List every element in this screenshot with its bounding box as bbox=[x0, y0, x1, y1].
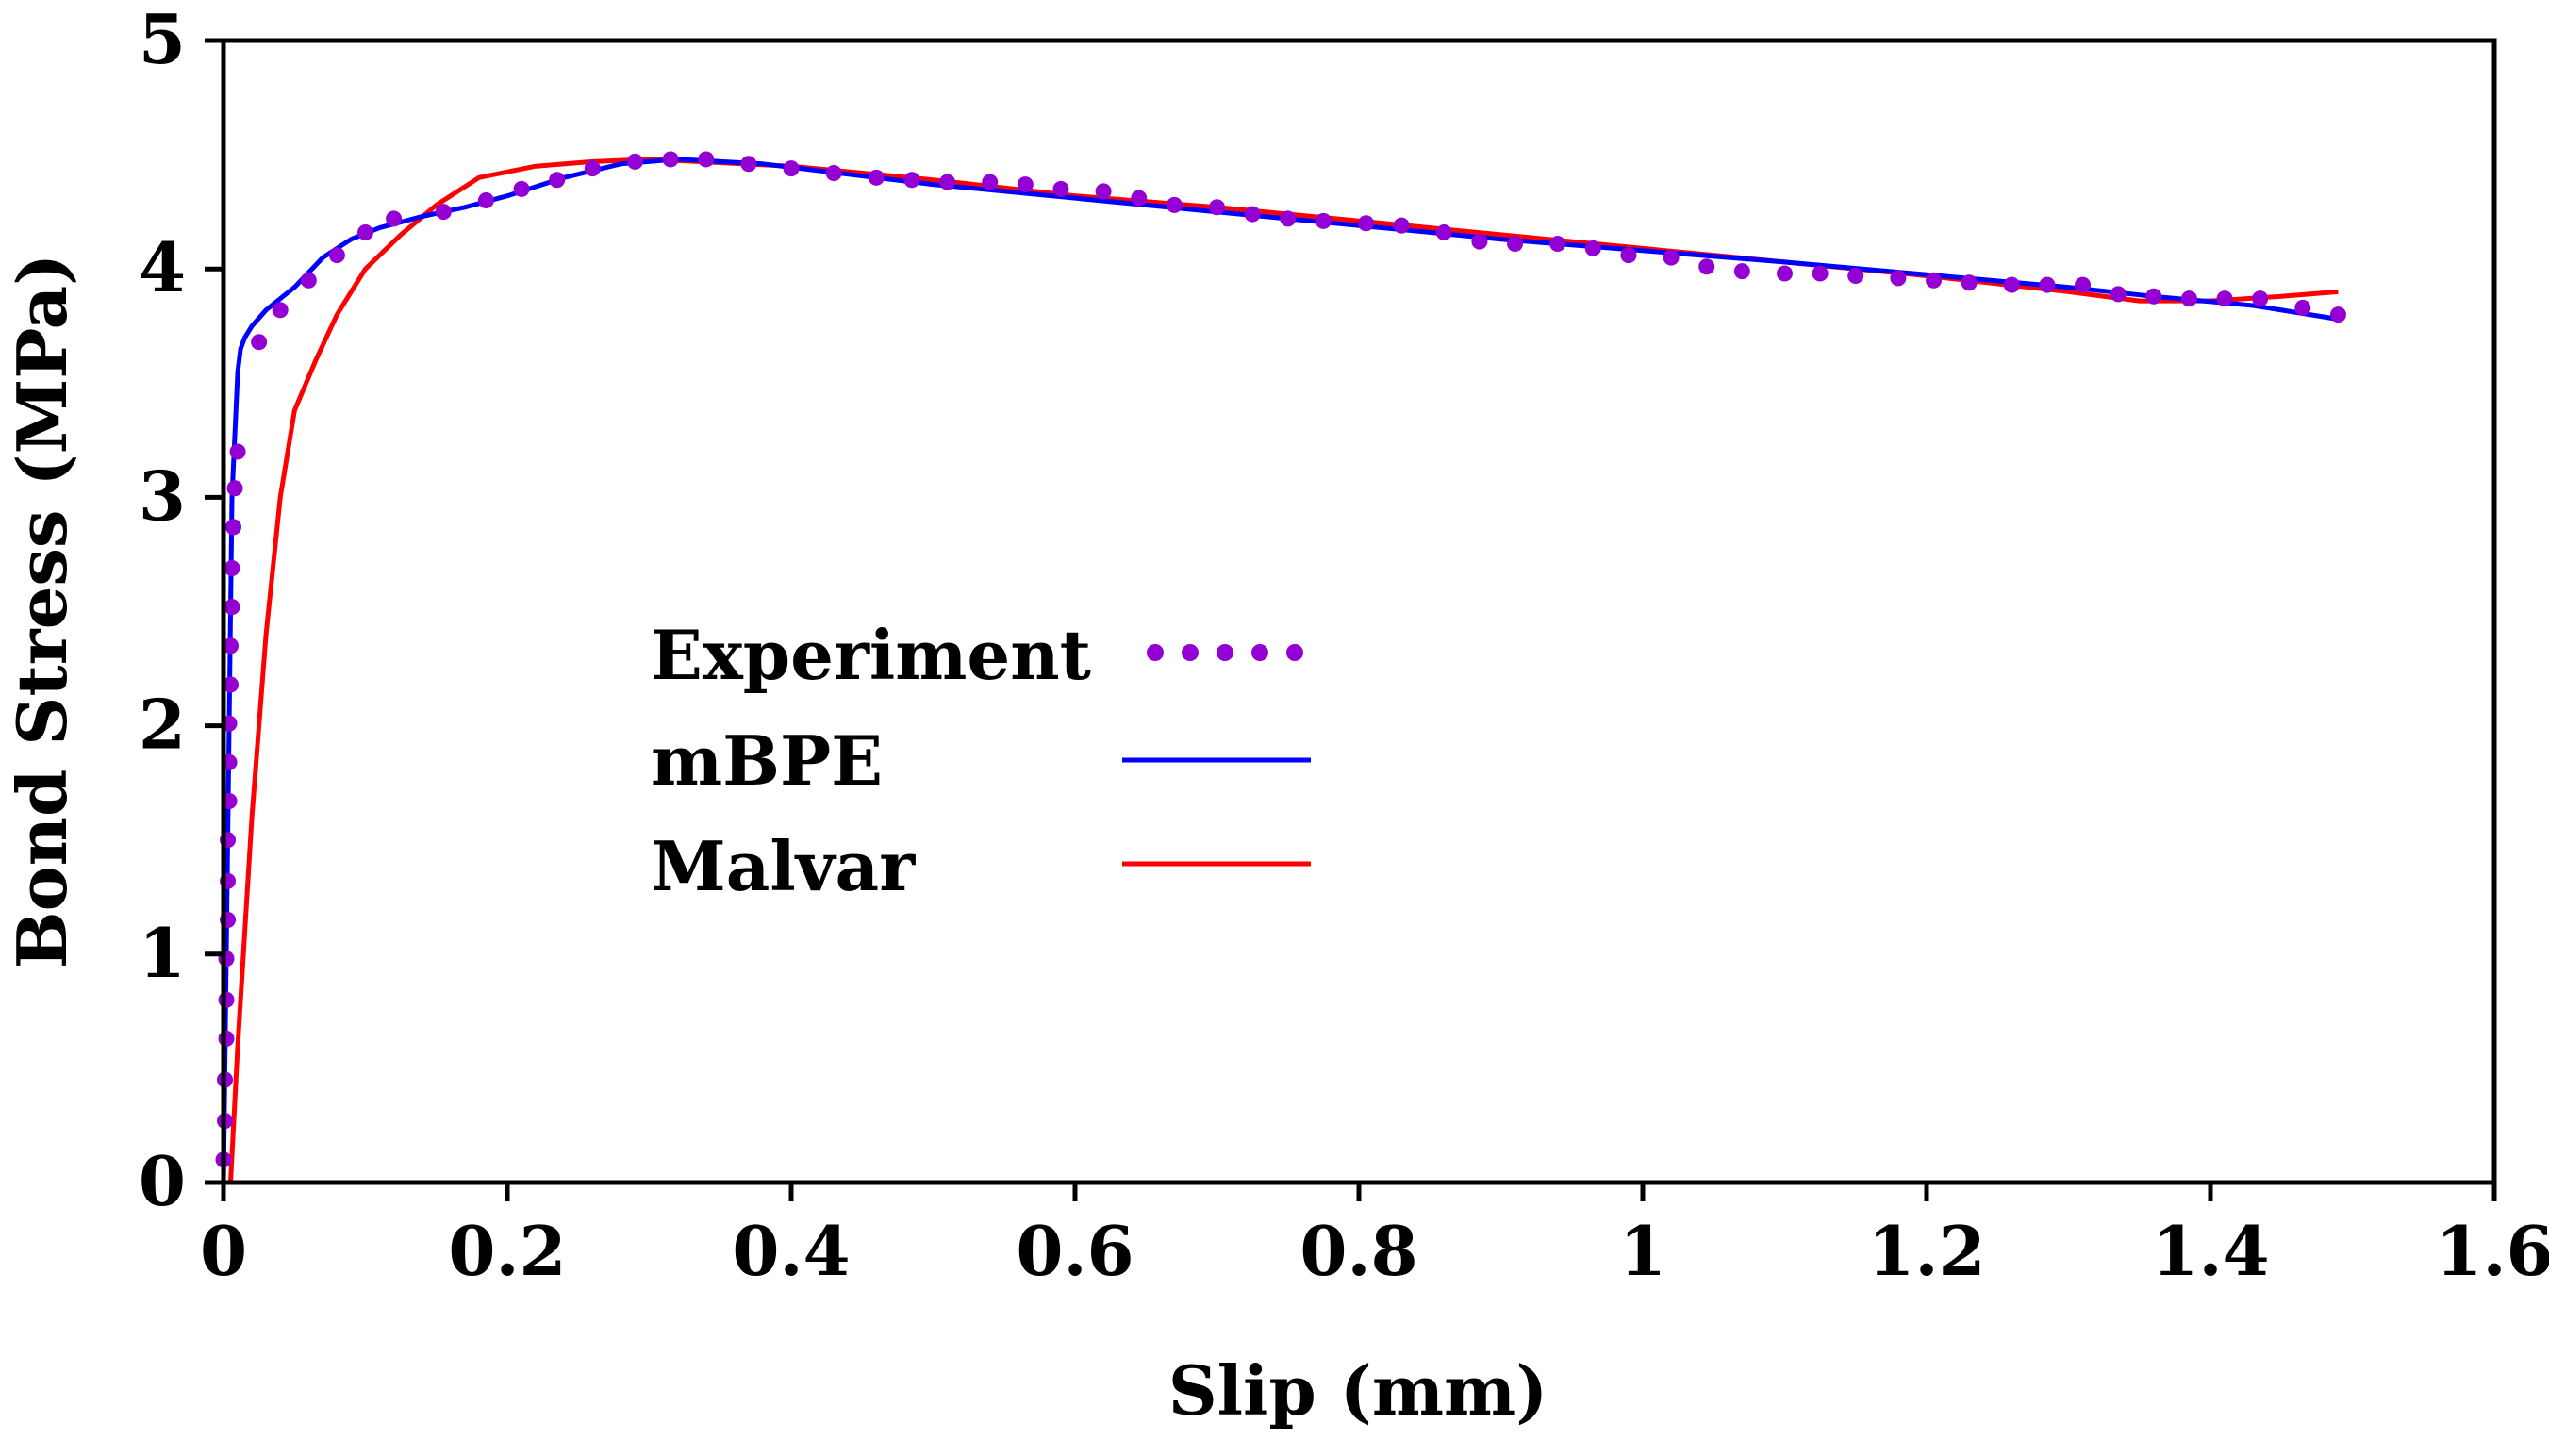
data-point bbox=[1244, 206, 1261, 223]
data-point bbox=[357, 223, 373, 240]
data-point bbox=[783, 160, 800, 177]
data-point bbox=[2294, 299, 2311, 316]
data-point bbox=[2003, 276, 2020, 293]
data-point bbox=[1209, 199, 1225, 216]
y-tick-label: 2 bbox=[139, 685, 186, 765]
y-tick-label: 0 bbox=[139, 1141, 186, 1221]
data-point bbox=[1812, 265, 1829, 282]
data-point bbox=[2075, 276, 2092, 293]
x-tick-label: 0.4 bbox=[732, 1211, 850, 1291]
series-mbpe-line bbox=[221, 157, 2339, 1183]
data-point bbox=[251, 334, 268, 351]
data-point bbox=[903, 172, 920, 189]
data-point bbox=[2329, 306, 2346, 323]
x-tick-label: 0.8 bbox=[1299, 1211, 1417, 1291]
data-point bbox=[1926, 272, 1943, 289]
x-tick-label: 0.6 bbox=[1016, 1211, 1134, 1291]
data-point bbox=[435, 204, 452, 221]
y-tick-label: 5 bbox=[139, 0, 186, 79]
data-point bbox=[1017, 176, 1034, 193]
data-point bbox=[223, 676, 240, 693]
x-tick-label: 1.4 bbox=[2151, 1211, 2269, 1291]
data-point bbox=[218, 991, 235, 1008]
data-point bbox=[1584, 240, 1601, 256]
y-axis-title: Bond Stress (MPa) bbox=[2, 254, 82, 968]
data-point bbox=[223, 559, 240, 576]
data-point bbox=[223, 637, 240, 654]
legend-dot bbox=[1182, 644, 1199, 661]
data-point bbox=[2180, 290, 2197, 307]
data-point bbox=[1847, 267, 1864, 284]
legend-dot bbox=[1286, 644, 1303, 661]
data-point bbox=[328, 247, 345, 264]
data-point bbox=[1315, 212, 1332, 229]
x-tick-label: 0.2 bbox=[448, 1211, 566, 1291]
x-axis-ticks: 0 0.2 0.4 0.6 0.8 1 1.2 1.4 1.6 bbox=[200, 1183, 2549, 1291]
data-point bbox=[1393, 217, 1410, 234]
legend-label-malvar: Malvar bbox=[651, 826, 916, 906]
x-tick-label: 1 bbox=[1619, 1211, 1666, 1291]
legend-swatch-experiment bbox=[1147, 644, 1303, 661]
data-point bbox=[1052, 180, 1069, 197]
data-point bbox=[1620, 247, 1637, 264]
data-point bbox=[584, 160, 601, 177]
data-point bbox=[386, 210, 403, 227]
data-point bbox=[740, 156, 757, 173]
legend-label-mbpe: mBPE bbox=[651, 720, 883, 801]
data-point bbox=[2252, 290, 2269, 307]
legend-dot bbox=[1147, 644, 1164, 661]
data-point bbox=[1435, 223, 1452, 240]
data-point bbox=[1095, 183, 1112, 200]
data-point bbox=[549, 172, 566, 189]
data-point bbox=[982, 174, 999, 190]
y-axis-ticks: 0 1 2 3 4 5 bbox=[139, 0, 223, 1221]
data-point bbox=[1131, 190, 1148, 207]
data-point bbox=[226, 480, 243, 497]
data-point bbox=[868, 169, 885, 186]
y-tick-label: 4 bbox=[139, 227, 186, 307]
data-point bbox=[223, 599, 240, 616]
data-point bbox=[229, 443, 246, 460]
data-point bbox=[1358, 215, 1375, 232]
data-point bbox=[2039, 276, 2056, 293]
data-point bbox=[1698, 258, 1715, 275]
data-point bbox=[1890, 270, 1907, 287]
data-point bbox=[218, 1030, 235, 1047]
data-point bbox=[1663, 249, 1680, 266]
data-point bbox=[477, 192, 494, 209]
data-point bbox=[1280, 210, 1297, 227]
data-point bbox=[939, 174, 956, 190]
data-point bbox=[2145, 288, 2162, 305]
data-point bbox=[225, 519, 242, 536]
legend-dot bbox=[1217, 644, 1233, 661]
data-point bbox=[1733, 263, 1750, 280]
x-axis-title: Slip (mm) bbox=[1168, 1350, 1548, 1431]
data-point bbox=[1777, 265, 1793, 282]
data-point bbox=[662, 151, 679, 168]
data-point bbox=[300, 272, 317, 289]
x-tick-label: 1.2 bbox=[1867, 1211, 1985, 1291]
data-point bbox=[1961, 274, 1978, 291]
legend-label-experiment: Experiment bbox=[651, 615, 1091, 695]
data-point bbox=[698, 151, 715, 168]
legend: Experiment mBPE Malvar bbox=[651, 615, 1311, 906]
data-point bbox=[1471, 233, 1488, 250]
legend-dot bbox=[1251, 644, 1268, 661]
data-point bbox=[1507, 236, 1524, 253]
x-tick-label: 0 bbox=[200, 1211, 247, 1291]
data-point bbox=[825, 164, 842, 181]
data-point bbox=[626, 153, 643, 170]
data-point bbox=[513, 180, 530, 197]
data-point bbox=[2110, 286, 2127, 303]
y-tick-label: 1 bbox=[139, 913, 186, 993]
y-tick-label: 3 bbox=[139, 455, 186, 536]
data-point bbox=[272, 302, 289, 319]
data-point bbox=[2216, 290, 2233, 307]
x-tick-label: 1.6 bbox=[2435, 1211, 2549, 1291]
data-point bbox=[1549, 236, 1566, 253]
data-point bbox=[1166, 196, 1183, 213]
